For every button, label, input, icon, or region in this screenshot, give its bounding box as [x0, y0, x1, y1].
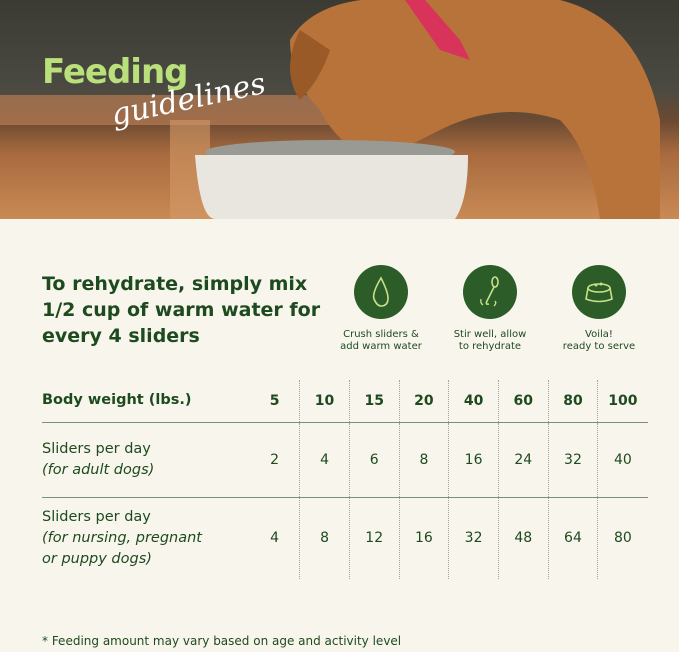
dog-eating-photo	[0, 0, 660, 219]
value-cell: 64	[547, 496, 598, 579]
body-weight-header: Body weight (lbs.)	[42, 392, 192, 409]
value-cell: 2	[250, 421, 300, 497]
value-cell: 8	[299, 496, 350, 579]
value-cell: 4	[250, 496, 300, 579]
spoon-stir-icon	[463, 265, 517, 319]
value-cell: 48	[497, 496, 549, 579]
step-caption: to rehydrate	[458, 341, 522, 352]
table-header-row: Body weight (lbs.) 5 10 15 20 40 60 80 1…	[42, 380, 648, 422]
value-cell: 40	[597, 421, 648, 497]
weight-cell: 40	[448, 380, 499, 422]
value-cell: 32	[448, 496, 499, 579]
value-cell: 16	[448, 421, 499, 497]
step-caption: Stir well, allow	[453, 329, 527, 340]
row-label-main: Sliders per day	[42, 508, 151, 525]
table-row: Sliders per day (for adult dogs) 2 4 6 8 …	[42, 421, 648, 497]
title-feeding: Feeding	[42, 52, 189, 92]
value-cell: 16	[398, 496, 449, 579]
step-stir: Stir well, allow to rehydrate	[435, 265, 545, 353]
row-label-main: Sliders per day	[42, 440, 151, 457]
value-cell: 4	[299, 421, 350, 497]
feeding-table: Body weight (lbs.) 5 10 15 20 40 60 80 1…	[42, 380, 648, 579]
step-serve: Voila! ready to serve	[544, 265, 654, 353]
hero-image: Feeding guidelines	[0, 0, 679, 219]
value-cell: 12	[348, 496, 400, 579]
row-label-sub: or puppy dogs)	[42, 550, 152, 567]
step-caption: ready to serve	[562, 341, 636, 352]
value-cell: 24	[497, 421, 549, 497]
weight-cell: 5	[269, 392, 280, 409]
weight-cell: 80	[547, 380, 598, 422]
food-bowl-icon	[572, 265, 626, 319]
value-cell: 32	[547, 421, 598, 497]
value-cell: 80	[597, 496, 648, 579]
step-caption: Crush sliders &	[343, 329, 419, 340]
water-drop-icon	[354, 265, 408, 319]
step-crush: Crush sliders & add warm water	[326, 265, 436, 353]
table-row: Sliders per day (for nursing, pregnant or …	[42, 496, 648, 579]
step-caption: Voila!	[585, 329, 613, 340]
footnote: * Feeding amount may vary based on age a…	[42, 634, 402, 648]
weight-cell: 10	[299, 380, 350, 422]
weight-cell: 60	[497, 380, 549, 422]
row-label: Sliders per day (for adult dogs)	[42, 421, 250, 497]
value-cell: 6	[348, 421, 400, 497]
row-label-sub: (for nursing, pregnant	[42, 529, 202, 546]
step-caption: add warm water	[340, 341, 422, 352]
weight-cell: 20	[398, 380, 449, 422]
row-label: Sliders per day (for nursing, pregnant or …	[42, 496, 250, 579]
row-label-sub: (for adult dogs)	[42, 461, 155, 478]
value-cell: 8	[398, 421, 449, 497]
rehydrate-instructions: To rehydrate, simply mix 1/2 cup of warm…	[42, 273, 321, 347]
weight-cell: 100	[597, 380, 648, 422]
weight-cell: 15	[348, 380, 400, 422]
